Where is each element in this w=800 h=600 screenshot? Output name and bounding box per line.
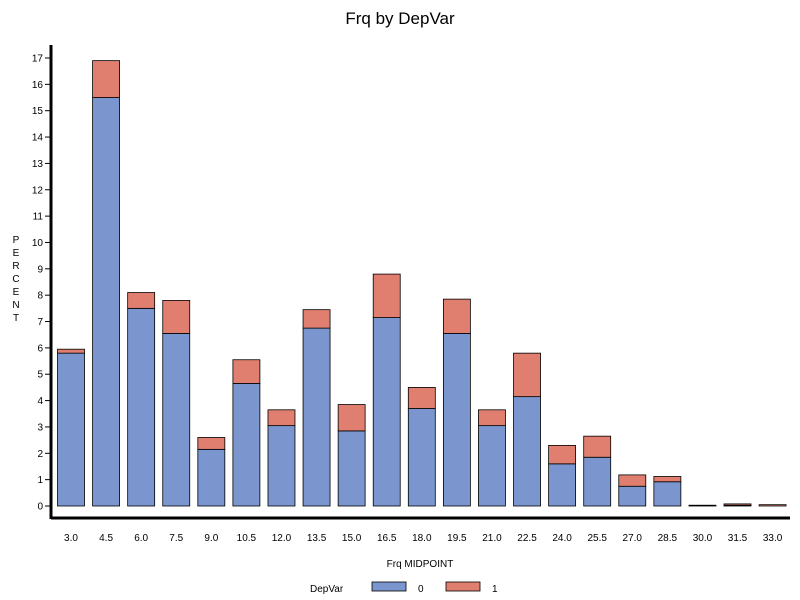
chart-title: Frq by DepVar — [345, 9, 455, 28]
bar-segment-1-31.5 — [723, 503, 752, 506]
y-tick-label: 14 — [32, 133, 44, 144]
y-tick-label: 4 — [37, 396, 43, 407]
y-tick-label: 9 — [37, 264, 43, 275]
x-tick-label: 7.5 — [169, 533, 183, 544]
bar-segment-1-22.5 — [513, 352, 541, 398]
x-tick-label: 31.5 — [728, 533, 748, 544]
x-tick-label: 19.5 — [447, 533, 467, 544]
bar-segment-0-21.0 — [478, 425, 506, 507]
bar-segment-1-13.5 — [302, 309, 331, 329]
bar-segment-0-10.5 — [232, 383, 261, 507]
bar-segment-0-18.0 — [407, 408, 436, 507]
x-tick-label: 18.0 — [412, 533, 432, 544]
legend: DepVar 0 1 — [310, 581, 498, 595]
bar-segment-1-18.0 — [407, 387, 436, 409]
y-tick-label: 1 — [37, 475, 43, 486]
y-tick-label: 7 — [37, 317, 43, 328]
bar-segment-0-19.5 — [442, 332, 471, 507]
bar-segment-0-16.5 — [372, 317, 401, 507]
y-tick-label: 5 — [37, 370, 43, 381]
y-tick-label: 16 — [32, 80, 44, 91]
x-tick-label: 6.0 — [134, 533, 148, 544]
bar-segment-0-3.0 — [57, 352, 85, 507]
x-tick-label: 4.5 — [99, 533, 113, 544]
bar-segment-1-27.0 — [618, 474, 647, 487]
bar-segment-0-25.5 — [583, 456, 612, 507]
bar-segment-0-27.0 — [618, 485, 647, 507]
x-tick-label: 33.0 — [763, 533, 783, 544]
bar-segment-0-24.0 — [548, 463, 577, 507]
legend-label-0: 0 — [418, 584, 424, 595]
y-tick-label: 10 — [32, 238, 44, 249]
bar-segment-1-12.0 — [267, 409, 296, 427]
x-axis-label: Frq MIDPOINT — [387, 559, 454, 570]
bar-segment-1-9.0 — [197, 437, 226, 450]
bar-segment-0-28.5 — [653, 481, 682, 507]
y-tick-label: 2 — [37, 449, 43, 460]
x-tick-label: 16.5 — [377, 533, 397, 544]
x-axis-ticks: 3.0 4.5 6.0 7.5 9.0 10.5 12.0 13.5 15.0 16.5 18.0 1… — [64, 533, 783, 544]
legend-swatch-1 — [445, 581, 481, 592]
x-tick-label: 10.5 — [237, 533, 257, 544]
x-tick-label: 12.0 — [272, 533, 292, 544]
bar-segment-1-16.5 — [372, 273, 401, 318]
bar-segment-0-22.5 — [513, 396, 541, 507]
y-tick-label: 15 — [32, 106, 44, 117]
y-tick-label: 13 — [32, 159, 44, 170]
bar-segment-0-7.5 — [162, 332, 191, 507]
bar-segment-0-6.0 — [127, 307, 156, 507]
bar-segment-1-28.5 — [653, 476, 682, 483]
legend-title: DepVar — [310, 584, 344, 595]
y-tick-label: 3 — [37, 422, 43, 433]
x-tick-label: 22.5 — [517, 533, 537, 544]
bar-segment-1-25.5 — [583, 435, 612, 458]
x-tick-label: 25.5 — [587, 533, 607, 544]
legend-label-1: 1 — [492, 584, 498, 595]
y-tick-label: 17 — [32, 54, 44, 65]
bar-segment-0-13.5 — [302, 327, 331, 507]
y-tick-label: 12 — [32, 185, 44, 196]
x-tick-label: 24.0 — [552, 533, 572, 544]
bar-segment-1-21.0 — [478, 409, 506, 427]
bars — [57, 60, 787, 507]
bar-segment-1-7.5 — [162, 300, 191, 334]
bar-segment-0-30.0 — [688, 504, 717, 507]
bar-segment-1-4.5 — [92, 60, 120, 98]
x-tick-label: 30.0 — [693, 533, 713, 544]
x-tick-label: 13.5 — [307, 533, 327, 544]
bar-segment-1-15.0 — [337, 404, 366, 432]
x-tick-label: 9.0 — [204, 533, 218, 544]
bar-segment-1-33.0 — [758, 504, 787, 507]
bar-segment-0-12.0 — [267, 425, 296, 507]
bar-segment-1-24.0 — [548, 444, 577, 465]
y-tick-label: 8 — [37, 291, 43, 302]
bar-segment-1-6.0 — [127, 292, 156, 309]
x-tick-label: 28.5 — [658, 533, 678, 544]
bar-segment-0-4.5 — [92, 97, 120, 507]
bar-segment-1-19.5 — [442, 298, 471, 334]
bar-segment-0-15.0 — [337, 430, 366, 507]
y-tick-label: 11 — [33, 212, 44, 223]
x-tick-label: 21.0 — [482, 533, 502, 544]
bar-segment-1-3.0 — [57, 348, 85, 354]
x-tick-label: 27.0 — [623, 533, 643, 544]
y-tick-label: 0 — [37, 502, 43, 513]
bar-segment-1-10.5 — [232, 359, 261, 384]
x-tick-label: 3.0 — [64, 533, 78, 544]
bar-segment-0-9.0 — [197, 448, 226, 507]
y-tick-label: 6 — [37, 343, 43, 354]
x-tick-label: 15.0 — [342, 533, 362, 544]
legend-swatch-0 — [371, 581, 407, 592]
